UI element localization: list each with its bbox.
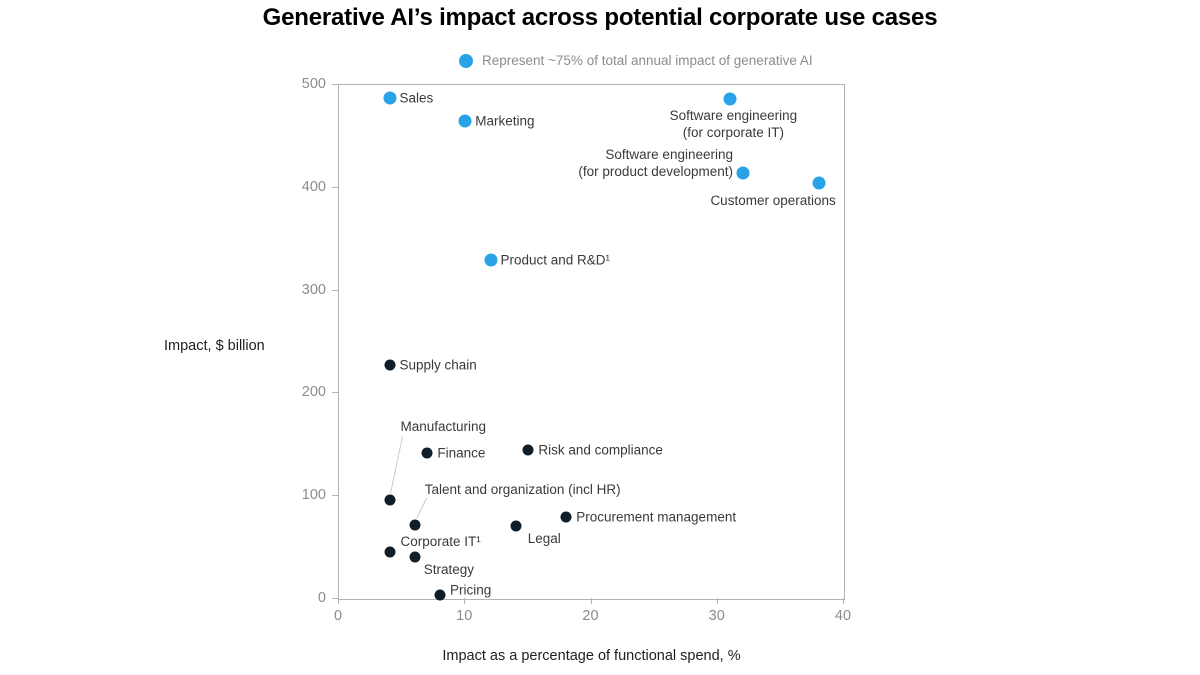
x-axis-tick <box>464 598 466 604</box>
x-axis-tick <box>338 598 339 604</box>
x-tick-label: 0 <box>333 608 343 624</box>
y-axis-tick <box>332 289 338 291</box>
data-point-label: Sales <box>399 90 434 106</box>
y-tick-label: 500 <box>301 76 326 92</box>
data-point-dot <box>434 589 446 601</box>
y-axis-title: Impact, $ billion <box>164 338 265 354</box>
y-axis-tick <box>332 84 338 85</box>
data-point-dot <box>458 114 472 128</box>
chart-title: Generative AI’s impact across potential … <box>262 4 938 31</box>
data-point-label: Procurement management <box>576 509 737 525</box>
data-point-dot <box>560 511 572 523</box>
leader-lines <box>390 436 428 519</box>
data-point-dot <box>723 92 737 106</box>
data-point-dot <box>522 444 534 456</box>
data-point-dot <box>484 253 497 267</box>
y-tick-label: 300 <box>301 281 326 298</box>
y-tick-label: 400 <box>301 178 326 195</box>
x-axis-title: Impact as a percentage of functional spe… <box>442 648 741 664</box>
data-point-dot <box>736 166 750 180</box>
y-axis-tick <box>332 392 338 394</box>
y-axis-tick <box>332 495 338 497</box>
data-point-label: Legal <box>527 531 561 546</box>
x-tick-label: 20 <box>582 608 599 624</box>
data-point-label: Strategy <box>423 561 475 577</box>
data-point-label: Corporate IT¹ <box>400 533 481 549</box>
legend-blue-dot-icon <box>459 53 473 68</box>
y-tick-label: 0 <box>317 590 326 606</box>
data-point-label: Software engineering (for corporate IT) <box>669 108 798 141</box>
data-point-dot <box>409 519 421 531</box>
data-point-label: Marketing <box>475 113 535 129</box>
data-point-dot <box>384 359 395 371</box>
x-axis-tick <box>843 598 844 604</box>
data-point-dot <box>812 176 826 190</box>
y-axis-tick <box>332 186 338 188</box>
data-point-dot <box>510 520 522 532</box>
legend-label: Represent ~75% of total annual impact of… <box>482 53 813 68</box>
data-point-label: Customer operations <box>710 192 836 208</box>
data-point-label: Supply chain <box>399 357 477 373</box>
data-point-dot <box>421 447 433 459</box>
y-tick-label: 100 <box>301 487 326 504</box>
y-tick-label: 200 <box>301 384 326 401</box>
plot-area: Sales Marketing Software engineering (for c… <box>338 84 845 601</box>
data-point-dot <box>383 91 396 105</box>
y-axis-tick <box>332 598 338 599</box>
data-point-label: Product and R&D¹ <box>500 252 611 268</box>
data-point-label: Finance <box>437 445 486 461</box>
x-tick-label: 30 <box>708 608 725 624</box>
data-point-label: Talent and organization (incl HR) <box>424 481 621 497</box>
chart-legend: Represent ~75% of total annual impact of… <box>459 53 813 68</box>
data-point-label: Software engineering (for product develop… <box>578 147 733 180</box>
data-point-label: Pricing <box>450 582 492 598</box>
data-point-dot <box>409 551 421 563</box>
data-point-dot <box>384 546 395 558</box>
x-axis-tick <box>716 598 718 604</box>
data-point-dot <box>384 494 395 506</box>
x-axis-tick <box>590 598 592 604</box>
data-point-label: Risk and compliance <box>538 442 663 458</box>
data-point-label: Manufacturing <box>400 419 487 435</box>
x-tick-label: 40 <box>834 608 852 624</box>
x-tick-label: 10 <box>456 608 473 624</box>
